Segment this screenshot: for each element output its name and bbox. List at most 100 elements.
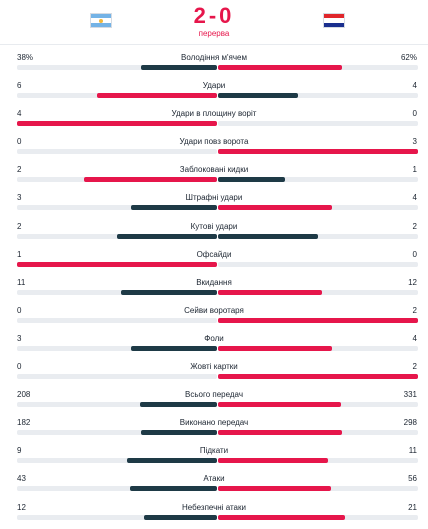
home-value: 1 <box>17 249 22 259</box>
away-value: 4 <box>412 193 417 203</box>
home-bar-track <box>17 93 217 99</box>
away-bar <box>218 289 323 295</box>
away-value: 2 <box>412 221 417 231</box>
stat-label: Фоли <box>204 333 224 343</box>
home-value: 0 <box>17 362 22 372</box>
home-bar <box>17 121 217 127</box>
home-value: 38% <box>17 53 34 62</box>
stat-row: 0 Сейви воротаря 2 <box>0 298 428 326</box>
home-value: 3 <box>17 333 22 343</box>
home-value: 11 <box>17 277 26 287</box>
away-bar <box>218 345 333 351</box>
away-bar <box>218 149 418 155</box>
away-bar-track <box>218 261 418 267</box>
away-value: 21 <box>408 502 417 512</box>
stat-row: 0 Жовті картки 2 <box>0 354 428 382</box>
stat-row: 38% Володіння м'ячем 62% <box>0 45 428 73</box>
home-bar <box>130 486 217 492</box>
away-bar-track <box>218 458 418 464</box>
away-bar-track <box>218 486 418 492</box>
stat-row: 208 Всього передач 331 <box>0 382 428 410</box>
away-value: 4 <box>412 333 417 343</box>
stat-row: 11 Вкидання 12 <box>0 270 428 298</box>
away-bar-track <box>218 233 418 239</box>
away-bar-track <box>218 205 418 211</box>
home-bar <box>127 458 217 464</box>
stat-row: 2 Заблоковані кидки 1 <box>0 157 428 185</box>
home-bar-track <box>17 374 217 380</box>
stat-label: Вкидання <box>196 277 232 287</box>
home-bar <box>83 177 217 183</box>
away-value: 1 <box>412 165 417 175</box>
header-divider <box>0 44 428 45</box>
flag-argentina-icon <box>90 13 112 28</box>
away-value: 62% <box>400 53 417 62</box>
home-value: 3 <box>17 193 22 203</box>
away-value: 331 <box>403 390 417 400</box>
away-bar-track <box>218 177 418 183</box>
away-value: 298 <box>403 418 417 428</box>
home-bar <box>121 289 217 295</box>
stat-label: Штрафні удари <box>185 193 243 203</box>
away-bar <box>218 317 418 323</box>
stat-row: 9 Підкати 11 <box>0 438 428 466</box>
stat-label: Удари повз ворота <box>179 137 249 147</box>
home-value: 2 <box>17 165 22 175</box>
away-bar-track <box>218 430 418 436</box>
stat-label: Жовті картки <box>190 362 238 372</box>
stat-row: 0 Удари повз ворота 3 <box>0 129 428 157</box>
away-value: 2 <box>412 362 417 372</box>
home-bar-track <box>17 458 217 464</box>
home-bar-track <box>17 177 217 183</box>
stat-label: Сейви воротаря <box>184 305 244 315</box>
away-value: 0 <box>412 109 417 119</box>
away-bar-track <box>218 402 418 408</box>
away-bar-track <box>218 514 418 520</box>
away-value: 56 <box>408 474 417 484</box>
home-value: 4 <box>17 109 22 119</box>
home-bar-track <box>17 430 217 436</box>
away-bar-track <box>218 289 418 295</box>
home-bar-track <box>17 205 217 211</box>
home-value: 43 <box>17 474 26 484</box>
stat-row: 3 Штрафні удари 4 <box>0 185 428 213</box>
home-value: 2 <box>17 221 22 231</box>
stat-row: 4 Удари в площину воріт 0 <box>0 101 428 129</box>
home-value: 12 <box>17 502 26 512</box>
home-bar <box>131 205 217 211</box>
home-value: 6 <box>17 81 22 91</box>
stat-label: Удари в площину воріт <box>171 109 257 119</box>
match-status: перерва <box>198 29 230 38</box>
home-bar <box>131 345 217 351</box>
away-value: 2 <box>412 305 417 315</box>
home-bar-track <box>17 149 217 155</box>
home-value: 0 <box>17 137 22 147</box>
home-value: 9 <box>17 446 22 456</box>
stat-row: 12 Небезпечні атаки 21 <box>0 495 428 523</box>
away-value: 11 <box>408 446 417 456</box>
stat-row: 182 Виконано передач 298 <box>0 410 428 438</box>
home-bar-track <box>17 317 217 323</box>
home-bar <box>17 261 217 267</box>
home-value: 182 <box>17 418 31 428</box>
away-value: 3 <box>412 137 417 147</box>
away-bar <box>218 233 318 239</box>
stat-row: 6 Удари 4 <box>0 73 428 101</box>
home-bar <box>97 93 217 99</box>
home-value: 208 <box>17 390 31 400</box>
away-bar-track <box>218 121 418 127</box>
home-bar <box>144 514 217 520</box>
stats-list: 38% Володіння м'ячем 62% 6 Удари 4 4 Удари в пл… <box>0 45 428 523</box>
away-bar-track <box>218 93 418 99</box>
away-bar <box>218 374 418 380</box>
home-bar-track <box>17 261 217 267</box>
home-bar-track <box>17 402 217 408</box>
stat-row: 1 Офсайди 0 <box>0 242 428 270</box>
away-bar <box>218 402 341 408</box>
stat-label: Удари <box>202 81 226 91</box>
away-value: 4 <box>412 81 417 91</box>
away-bar <box>218 93 298 99</box>
stat-label: Виконано передач <box>179 418 249 428</box>
home-bar-track <box>17 289 217 295</box>
away-bar-track <box>218 65 418 70</box>
